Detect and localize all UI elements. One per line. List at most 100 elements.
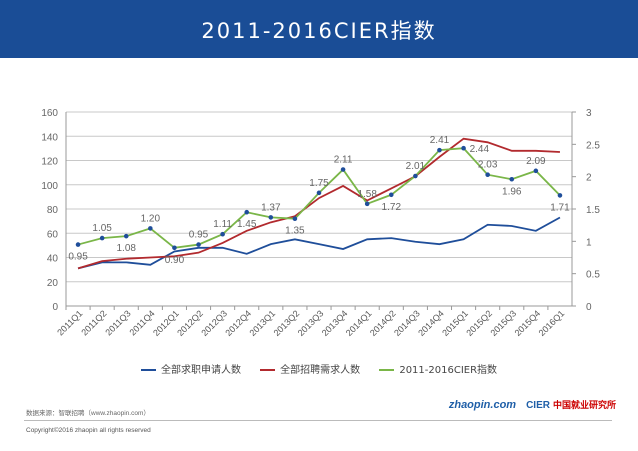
legend-label: 2011-2016CIER指数 (399, 365, 498, 376)
data-label: 1.71 (550, 202, 570, 213)
data-point (437, 147, 442, 153)
x-axis-tick-label: 2011Q2 (79, 308, 108, 337)
data-label: 1.20 (141, 213, 161, 224)
x-axis-tick-label: 2012Q2 (175, 308, 205, 338)
cier-logo: CIER 中国就业研究所 (526, 398, 616, 411)
series-line-0 (77, 216, 561, 270)
line-chart: 0 20 40 60 80 100 120 140 160 0 0.5 1 1.5 2 2.5 3 2011Q1… (41, 108, 600, 338)
cier-logo-text: CIER (526, 400, 550, 411)
data-point (509, 176, 515, 182)
legend-item-demand: 全部招聘需求人数 (260, 365, 360, 376)
legend-label: 全部求职申请人数 (160, 365, 241, 376)
right-axis-tick-label: 0 (586, 302, 592, 313)
data-label: 1.75 (309, 178, 329, 189)
x-axis-tick-label: 2015Q1 (440, 308, 470, 338)
x-axis-tick-label: 2015Q4 (513, 308, 543, 338)
data-label: 1.35 (285, 226, 305, 237)
right-axis-tick-label: 3 (586, 108, 592, 119)
left-axis-tick-label: 80 (47, 205, 59, 216)
data-label: 1.11 (213, 219, 232, 230)
x-axis-tick-label: 2014Q4 (416, 308, 446, 338)
x-axis-tick-label: 2012Q4 (223, 308, 253, 338)
data-label: 1.58 (357, 189, 377, 200)
x-axis-tick-label: 2012Q3 (199, 308, 229, 338)
data-label: 1.45 (237, 219, 257, 230)
data-point (172, 245, 177, 251)
data-point (485, 172, 490, 178)
data-point (316, 190, 322, 196)
data-point (268, 215, 274, 220)
legend-swatch (260, 369, 276, 371)
data-point (220, 231, 225, 237)
data-point (557, 193, 563, 198)
x-axis-tick-label: 2014Q2 (368, 308, 398, 338)
right-axis-tick-label: 1 (586, 237, 592, 248)
right-axis-tick-label: 2 (586, 173, 592, 184)
data-label: 2.41 (430, 135, 450, 146)
legend-label: 全部招聘需求人数 (280, 365, 361, 376)
left-axis-tick-label: 120 (41, 157, 58, 168)
footer-divider (24, 420, 612, 421)
data-point (123, 233, 129, 239)
cier-logo-cn: 中国就业研究所 (552, 400, 616, 410)
data-label: 1.37 (261, 202, 281, 213)
header-banner: 2011-2016CIER指数 (0, 0, 638, 58)
x-axis-tick-label: 2013Q2 (272, 308, 302, 338)
legend: 全部求职申请人数 全部招聘需求人数 2011-2016CIER指数 (0, 361, 638, 376)
legend-item-applicants: 全部求职申请人数 (140, 365, 241, 376)
data-point (244, 209, 250, 215)
x-axis-tick-label: 2013Q3 (296, 308, 326, 338)
data-point (413, 173, 418, 179)
data-label: 1.05 (92, 223, 112, 234)
data-label: 0.95 (189, 230, 209, 241)
x-axis-tick-label: 2012Q1 (151, 308, 181, 338)
right-axis-tick-label: 1.5 (586, 205, 600, 216)
data-label: 0.90 (165, 255, 185, 266)
left-axis-tick-label: 140 (41, 132, 58, 143)
left-axis-tick-label: 60 (47, 229, 59, 240)
left-axis-tick-label: 160 (41, 108, 58, 119)
data-label: 1.72 (382, 202, 402, 213)
series-line-1 (77, 137, 560, 270)
data-label: 2.01 (406, 161, 426, 172)
x-axis-tick-label: 2013Q1 (248, 308, 278, 338)
data-label: 2.03 (478, 160, 498, 171)
right-axis-tick-label: 0.5 (586, 270, 600, 281)
x-axis-tick-label: 2014Q3 (392, 308, 422, 338)
data-point (196, 242, 201, 247)
data-source: 数据来源：智联招聘（www.zhaopin.com） (26, 410, 150, 417)
data-label: 2.11 (334, 155, 353, 166)
x-axis-tick-label: 2011Q3 (103, 308, 132, 337)
data-point (388, 192, 394, 198)
left-axis-tick-label: 40 (47, 254, 59, 265)
legend-swatch (140, 369, 156, 371)
data-point (533, 168, 539, 174)
x-axis-tick-label: 2015Q2 (464, 308, 494, 338)
data-label: 0.95 (68, 252, 88, 263)
x-axis-tick-label: 2016Q1 (537, 308, 567, 338)
data-label: 2.09 (526, 156, 546, 167)
x-axis-tick-label: 2015Q3 (488, 308, 518, 338)
data-point (75, 242, 81, 247)
legend-item-cier: 2011-2016CIER指数 (379, 365, 497, 376)
data-point (292, 216, 298, 221)
data-point (148, 226, 153, 231)
data-label: 1.08 (117, 243, 137, 254)
data-label: 2.44 (470, 144, 490, 155)
right-axis-tick-label: 2.5 (586, 140, 600, 151)
legend-swatch (379, 369, 395, 371)
page-title: 2011-2016CIER指数 (201, 19, 437, 43)
x-axis-tick-label: 2014Q1 (344, 308, 374, 338)
left-axis-tick-label: 20 (47, 278, 59, 289)
left-axis-tick-label: 100 (41, 181, 58, 192)
data-point (99, 235, 105, 241)
x-axis-tick-label: 2011Q1 (55, 308, 84, 337)
left-axis-tick-label: 0 (52, 302, 58, 313)
data-point (461, 145, 466, 151)
copyright: Copyright©2016 zhaopin all rights reserv… (26, 427, 151, 434)
zhaopin-logo: zhaopin.com (448, 399, 517, 411)
data-point (364, 201, 370, 207)
logo-group: zhaopin.com CIER 中国就业研究所 (449, 398, 616, 411)
data-point (340, 167, 346, 172)
x-axis-tick-label: 2013Q4 (320, 308, 350, 338)
